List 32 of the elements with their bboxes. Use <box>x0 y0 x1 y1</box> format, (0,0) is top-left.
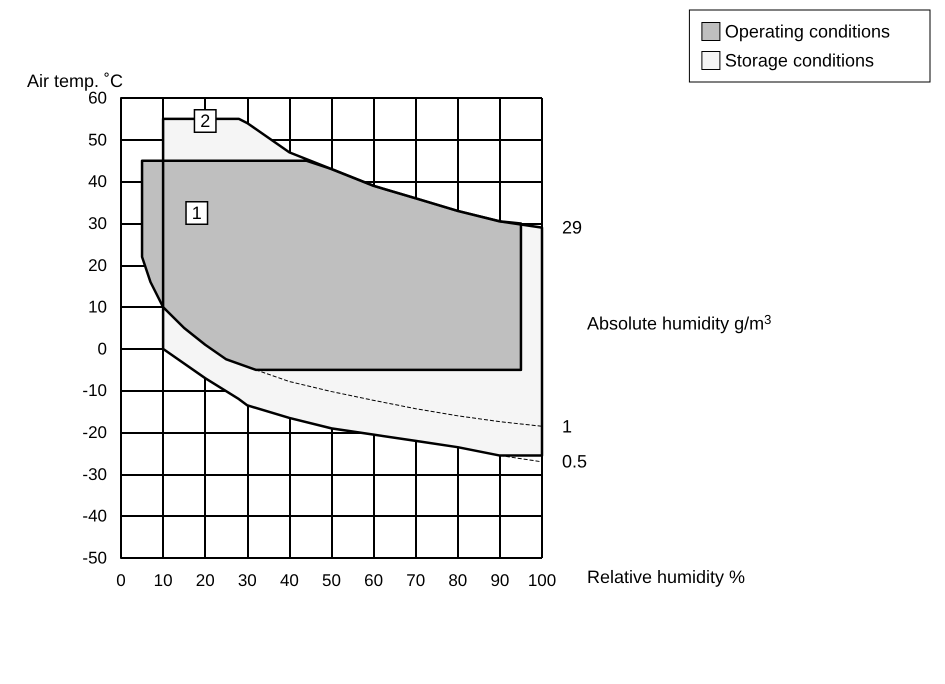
y-tick-label: -50 <box>82 548 107 568</box>
text: 1 <box>562 416 572 436</box>
x-tick-label: 90 <box>490 571 510 590</box>
annotation: 1 <box>192 203 202 223</box>
x-tick-label: 80 <box>448 571 468 590</box>
x-tick-label: 50 <box>322 571 341 590</box>
legend-label: Operating conditions <box>724 22 890 42</box>
x-tick-label: 70 <box>406 571 426 590</box>
y-tick-label: 50 <box>88 130 107 150</box>
y-tick-label: -40 <box>82 506 107 526</box>
annotation: 2 <box>200 111 210 131</box>
y-tick-label: -10 <box>82 381 107 400</box>
y-tick-label: 10 <box>88 298 107 317</box>
legend-label: Storage conditions <box>724 50 874 70</box>
x-tick-label: 100 <box>528 571 556 590</box>
x-tick-label: 60 <box>364 571 384 590</box>
y-tick-label: 20 <box>88 256 107 275</box>
text: 0.5 <box>562 451 588 472</box>
x-tick-label: 40 <box>280 571 299 590</box>
y-tick-label: -30 <box>82 464 107 484</box>
y-tick-label: 0 <box>98 339 107 358</box>
y-axis-title: Air temp. ˚C <box>27 71 124 91</box>
x-tick-label: 30 <box>238 571 257 590</box>
y-tick-label: 60 <box>88 88 107 108</box>
y-tick-label: 40 <box>88 172 107 192</box>
x-axis-title: Relative humidity % <box>587 567 746 587</box>
x-tick-label: 10 <box>154 571 173 590</box>
x-tick-label: 20 <box>196 571 215 590</box>
x-tick-label: 0 <box>116 571 126 590</box>
text: 29 <box>562 218 582 238</box>
y-tick-label: 30 <box>88 214 107 233</box>
y-tick-label: -20 <box>82 423 107 442</box>
